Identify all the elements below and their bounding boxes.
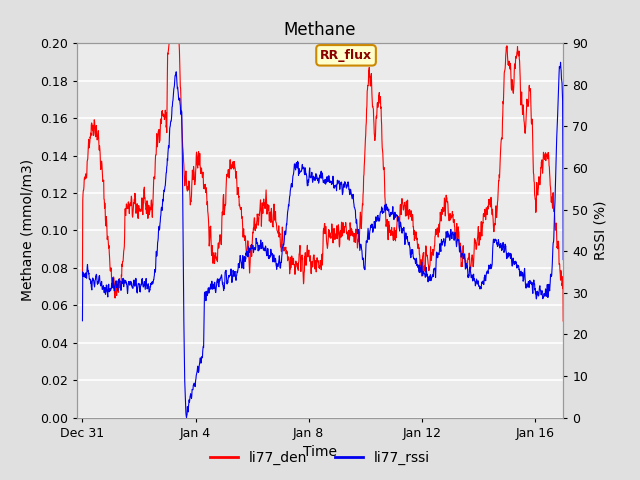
Y-axis label: RSSI (%): RSSI (%) <box>594 201 608 260</box>
X-axis label: Time: Time <box>303 445 337 459</box>
Y-axis label: Methane (mmol/m3): Methane (mmol/m3) <box>20 159 34 301</box>
Title: Methane: Methane <box>284 21 356 39</box>
Text: RR_flux: RR_flux <box>320 49 372 62</box>
Legend: li77_den, li77_rssi: li77_den, li77_rssi <box>204 445 436 471</box>
